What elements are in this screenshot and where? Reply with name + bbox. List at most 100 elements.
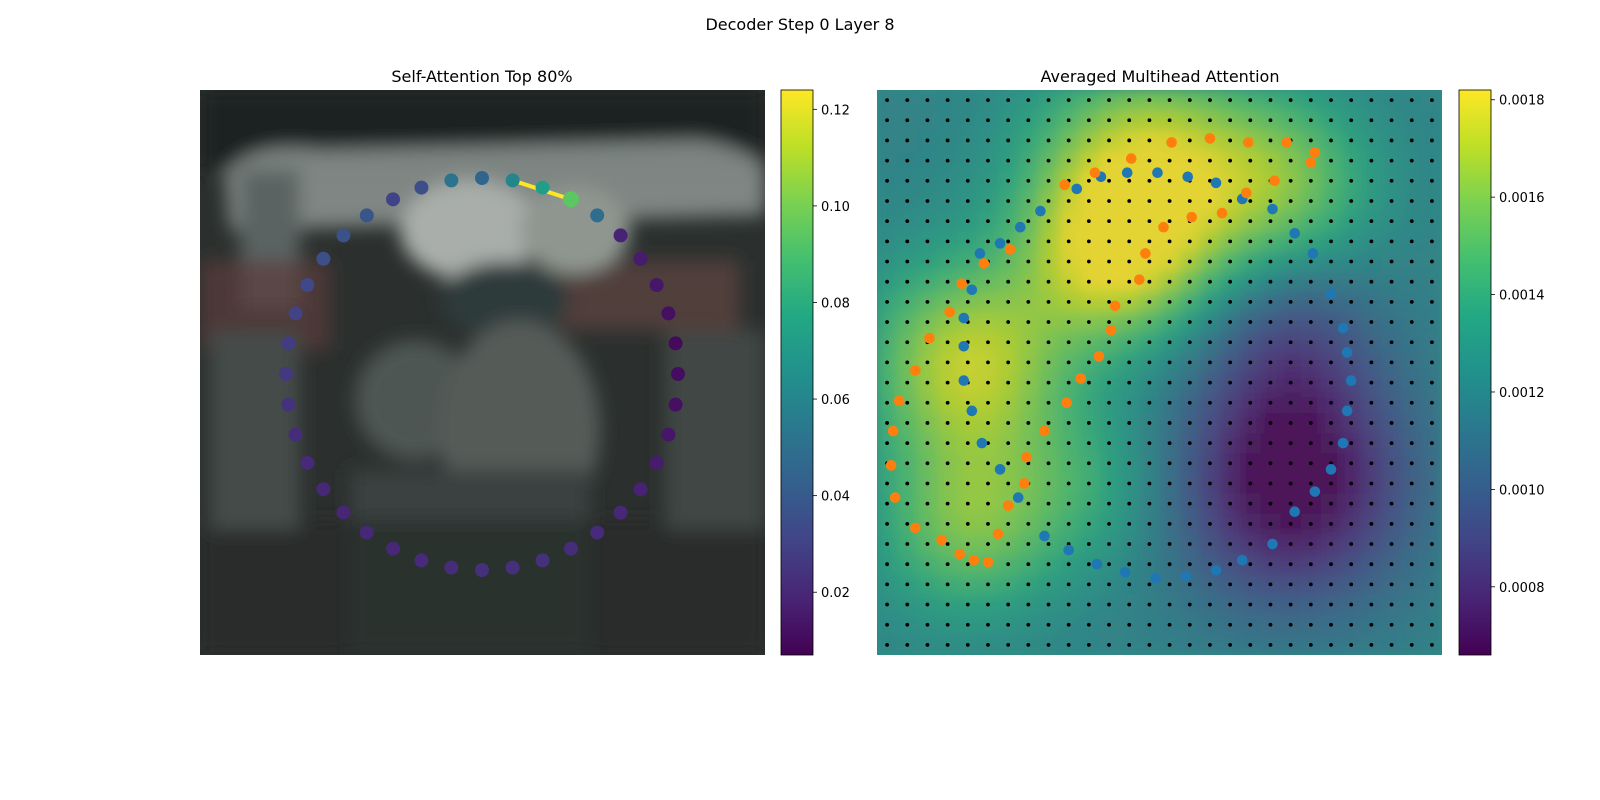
grid-dot xyxy=(1409,118,1414,123)
ring-point-15 xyxy=(613,505,628,520)
grid-dot xyxy=(1409,461,1414,466)
grid-dot xyxy=(986,178,990,183)
grid-dot xyxy=(885,158,889,163)
grid-dot xyxy=(1167,199,1172,203)
blue-series-point xyxy=(994,464,1006,475)
grid-dot xyxy=(905,299,910,304)
grid-dot xyxy=(1208,643,1212,647)
ring-point-3 xyxy=(562,191,579,208)
grid-dot xyxy=(885,562,889,567)
grid-dot xyxy=(1308,441,1313,446)
grid-dot xyxy=(1147,239,1152,244)
grid-dot xyxy=(1308,481,1313,486)
grid-dot xyxy=(1066,219,1071,224)
grid-dot xyxy=(1187,521,1192,526)
grid-dot xyxy=(1127,178,1132,183)
ring-point-24 xyxy=(359,525,374,540)
grid-dot xyxy=(1046,279,1051,284)
grid-dot xyxy=(1026,421,1031,425)
grid-dot xyxy=(1066,259,1071,264)
grid-dot xyxy=(1329,481,1333,486)
grid-dot xyxy=(1107,279,1111,284)
grid-dot xyxy=(1369,602,1374,607)
grid-dot xyxy=(1208,360,1212,365)
grid-dot xyxy=(1430,98,1434,102)
grid-dot xyxy=(925,219,930,224)
grid-dot xyxy=(1066,501,1071,506)
grid-dot xyxy=(1066,360,1071,365)
grid-dot xyxy=(1026,118,1031,123)
grid-dot xyxy=(1147,178,1152,183)
grid-dot xyxy=(965,178,970,183)
grid-dot xyxy=(925,622,930,627)
grid-dot xyxy=(885,622,889,627)
grid-dot xyxy=(1228,441,1233,446)
grid-dot xyxy=(1228,279,1233,284)
grid-dot xyxy=(1228,259,1233,264)
grid-dot xyxy=(925,138,930,143)
grid-dot xyxy=(1248,643,1253,647)
grid-dot xyxy=(1288,501,1293,506)
grid-dot xyxy=(965,239,970,244)
grid-dot xyxy=(1430,380,1434,385)
grid-dot xyxy=(1208,400,1212,405)
grid-dot xyxy=(1208,602,1212,607)
grid-dot xyxy=(1167,461,1172,466)
grid-dot xyxy=(1308,643,1313,647)
grid-dot xyxy=(1006,582,1011,587)
grid-dot xyxy=(1349,199,1354,203)
grid-dot xyxy=(1046,199,1051,203)
grid-dot xyxy=(1288,400,1293,405)
grid-dot xyxy=(1127,400,1132,405)
grid-dot xyxy=(1208,622,1212,627)
grid-dot xyxy=(1268,521,1273,526)
grid-dot xyxy=(965,219,970,224)
orange-series-point xyxy=(1134,274,1145,285)
grid-dot xyxy=(1389,441,1394,446)
grid-dot xyxy=(1228,380,1233,385)
ring-point-36 xyxy=(359,208,374,223)
grid-dot xyxy=(1187,279,1192,284)
grid-dot xyxy=(1006,239,1011,244)
grid-dot xyxy=(965,421,970,425)
grid-dot xyxy=(1006,199,1011,203)
grid-dot xyxy=(1167,219,1172,224)
grid-dot xyxy=(1228,400,1233,405)
blue-series-point xyxy=(958,375,970,386)
grid-dot xyxy=(925,501,930,506)
grid-dot xyxy=(905,643,910,647)
grid-dot xyxy=(1308,340,1313,345)
grid-dot xyxy=(925,521,930,526)
grid-dot xyxy=(1228,521,1233,526)
grid-dot xyxy=(905,461,910,466)
grid-dot xyxy=(965,481,970,486)
grid-dot xyxy=(1349,239,1354,244)
grid-dot xyxy=(1107,98,1111,102)
grid-dot xyxy=(986,340,990,345)
grid-dot xyxy=(1167,259,1172,264)
grid-dot xyxy=(1329,259,1333,264)
grid-dot xyxy=(1308,582,1313,587)
grid-dot xyxy=(1147,521,1152,526)
grid-dot xyxy=(1369,562,1374,567)
grid-dot xyxy=(1228,542,1233,546)
grid-dot xyxy=(945,259,950,264)
orange-series-point xyxy=(910,365,921,376)
right-heatmap-background xyxy=(877,90,1442,655)
grid-dot xyxy=(1268,501,1273,506)
grid-dot xyxy=(885,138,889,143)
ring-point-38 xyxy=(414,180,429,195)
grid-dot xyxy=(1208,542,1212,546)
orange-series-point xyxy=(885,460,897,471)
grid-dot xyxy=(1006,320,1011,324)
grid-dot xyxy=(1369,400,1374,405)
grid-dot xyxy=(1208,421,1212,425)
grid-dot xyxy=(905,118,910,123)
grid-dot xyxy=(1208,158,1212,163)
blue-series-point xyxy=(1150,573,1161,584)
blue-series-point xyxy=(1063,544,1074,556)
grid-dot xyxy=(1248,320,1253,324)
grid-dot xyxy=(986,158,990,163)
grid-dot xyxy=(885,239,889,244)
grid-dot xyxy=(1107,400,1111,405)
